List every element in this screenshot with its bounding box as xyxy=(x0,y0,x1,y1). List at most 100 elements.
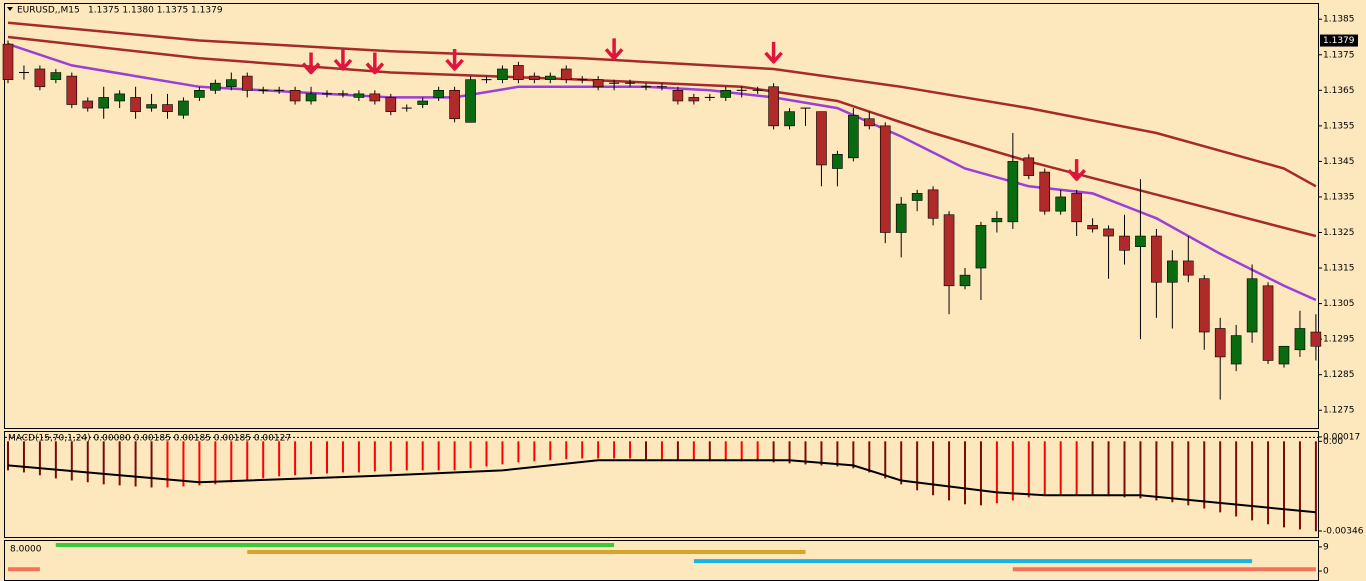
macd-panel-frame xyxy=(4,431,1319,538)
y-tick-label: 1.1355 xyxy=(1323,121,1355,131)
candle-body xyxy=(544,75,556,80)
indicator-title: 8.0000 xyxy=(10,545,42,555)
macd-bar xyxy=(1059,441,1062,495)
macd-bar xyxy=(262,441,265,479)
y-tick-label: 0.00017 xyxy=(1323,432,1360,442)
candle-body xyxy=(1294,328,1306,351)
macd-bar xyxy=(166,441,169,488)
macd-bar xyxy=(788,441,791,464)
macd-bar xyxy=(708,441,711,462)
macd-bar xyxy=(868,441,871,473)
candle-body xyxy=(1310,331,1322,347)
moving-average xyxy=(7,21,1317,188)
candle-body xyxy=(210,82,221,91)
sell-arrow xyxy=(1067,159,1086,181)
macd-bar xyxy=(1139,441,1142,499)
macd-bar xyxy=(1283,441,1285,528)
y-tick-label: 1.1295 xyxy=(1323,335,1355,345)
macd-bar xyxy=(836,441,839,467)
candle-body xyxy=(1023,157,1035,176)
main-panel-frame xyxy=(4,3,1319,429)
candle-body xyxy=(114,93,125,102)
signal-line xyxy=(7,459,1316,514)
quote-text: 1.1375 1.1380 1.1375 1.1379 xyxy=(88,6,223,16)
macd-bar xyxy=(724,441,727,462)
macd-bar xyxy=(964,441,966,505)
candle-body xyxy=(305,93,317,102)
macd-bar xyxy=(7,441,9,471)
macd-bar xyxy=(38,441,41,476)
candle-body xyxy=(34,68,46,88)
last-price-label: 1.1379 xyxy=(1323,36,1355,46)
macd-bar xyxy=(916,441,919,491)
candle-body xyxy=(178,100,189,116)
candle-body xyxy=(1167,260,1178,283)
macd-bar xyxy=(900,441,903,485)
candle-body xyxy=(226,79,237,88)
sell-arrow xyxy=(764,41,783,64)
macd-bar xyxy=(676,441,679,461)
macd-bar xyxy=(341,441,344,473)
y-tick-label: 0.00 xyxy=(1323,437,1343,447)
candle-body xyxy=(66,75,78,105)
macd-bar xyxy=(884,441,887,479)
candle-body xyxy=(497,68,508,80)
candle-body xyxy=(1278,345,1290,365)
macd-bar xyxy=(230,441,233,483)
candle-body xyxy=(194,90,205,98)
y-tick-label: 1.1315 xyxy=(1323,264,1355,274)
candle-body xyxy=(1119,235,1130,251)
macd-bar xyxy=(1235,441,1238,517)
macd-bar xyxy=(1203,441,1206,509)
macd-bar xyxy=(1155,441,1158,501)
sell-arrow xyxy=(301,52,321,75)
collapse-arrow[interactable] xyxy=(7,7,13,11)
candle-body xyxy=(911,193,923,201)
sell-arrow xyxy=(333,48,353,71)
moving-average xyxy=(7,35,1317,238)
candle-body xyxy=(1183,260,1194,276)
macd-bar xyxy=(485,441,488,467)
candle-body xyxy=(1246,278,1258,333)
macd-bar xyxy=(932,441,935,496)
y-tick-label: 1.1285 xyxy=(1323,370,1355,380)
macd-bar xyxy=(852,441,855,469)
candle-body xyxy=(895,203,907,233)
macd-bar xyxy=(1219,441,1222,513)
candle-body xyxy=(560,68,572,80)
candle-body xyxy=(241,75,253,91)
candle-body xyxy=(385,97,397,112)
candle-body xyxy=(433,90,444,98)
macd-bar xyxy=(453,441,456,471)
macd-bar xyxy=(629,441,632,459)
macd-bar xyxy=(310,441,313,475)
candle-body xyxy=(98,97,109,109)
last-price-box xyxy=(1320,34,1358,47)
macd-bar xyxy=(421,441,424,471)
candle-body xyxy=(513,65,524,80)
macd-bar xyxy=(1011,441,1014,501)
macd-bar xyxy=(581,441,584,459)
macd-bar xyxy=(54,441,57,479)
y-tick-label: 1.1365 xyxy=(1323,86,1355,96)
macd-bar xyxy=(1314,441,1317,532)
candle-body xyxy=(975,225,987,269)
macd-bar xyxy=(1075,441,1078,495)
candle-body xyxy=(1007,161,1019,223)
macd-bar xyxy=(1043,441,1046,496)
y-tick-label: 1.1335 xyxy=(1323,192,1355,202)
candle-body xyxy=(879,125,891,233)
candle-body xyxy=(1039,171,1051,212)
sell-arrow xyxy=(445,48,464,71)
macd-bar xyxy=(405,441,408,471)
candle-body xyxy=(2,43,14,80)
candle-body xyxy=(449,90,460,120)
candle-body xyxy=(353,93,365,98)
y-tick-label: 9 xyxy=(1323,542,1329,552)
candle-body xyxy=(848,114,859,159)
candle-body xyxy=(82,100,94,109)
candle-body xyxy=(1087,225,1098,230)
candle-body xyxy=(720,90,732,98)
y-tick-label: 1.1305 xyxy=(1323,299,1355,309)
